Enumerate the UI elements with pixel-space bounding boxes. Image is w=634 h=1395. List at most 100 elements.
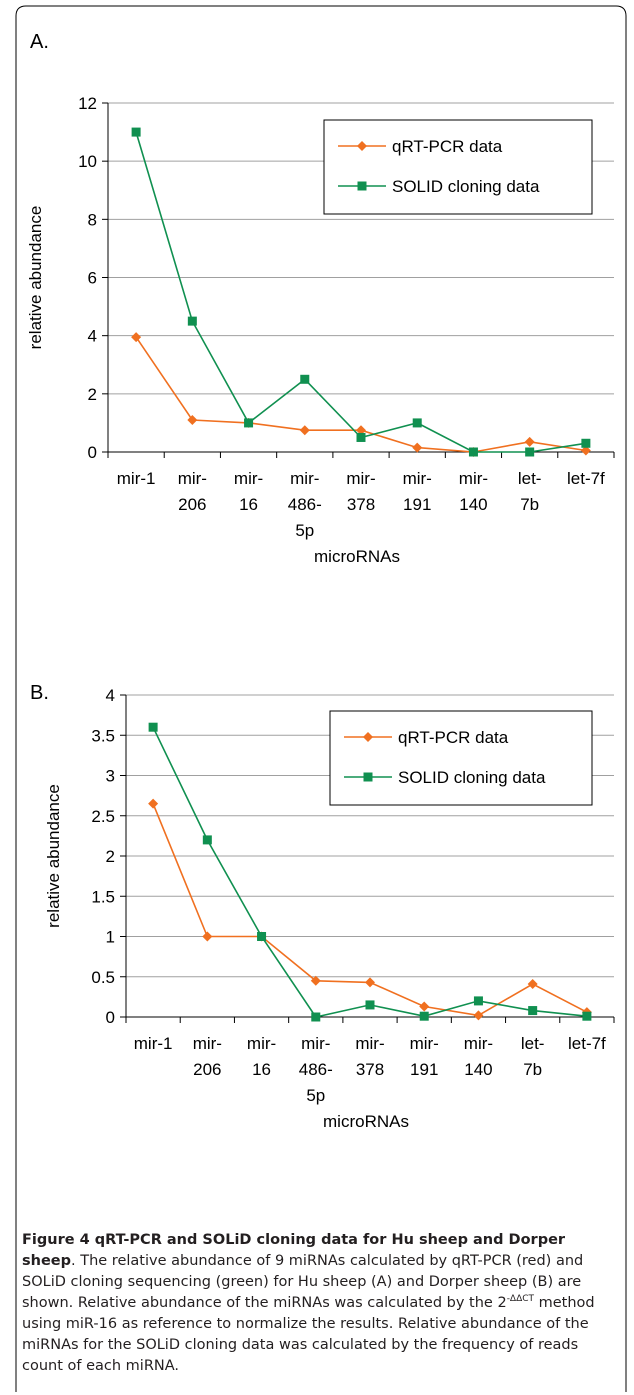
x-tick-label: 140 [464,1060,492,1079]
x-tick-label: 378 [347,495,375,514]
data-point [524,436,535,447]
x-tick-label: mir- [290,469,319,488]
legend-label: SOLID cloning data [398,768,546,787]
legend-marker [357,141,367,151]
x-tick-label: mir-1 [117,469,156,488]
legend-label: SOLID cloning data [392,177,540,196]
x-tick-label: mir- [464,1034,493,1053]
data-point [412,442,423,453]
x-tick-label: 206 [178,495,206,514]
legend-marker [357,181,367,191]
data-point [131,127,141,137]
y-tick-label: 4 [88,327,97,346]
x-tick-label: 140 [459,495,487,514]
y-axis-label: relative abundance [44,784,63,928]
data-point [187,316,197,326]
x-tick-label: mir- [193,1034,222,1053]
y-tick-label: 3.5 [91,726,115,745]
y-tick-label: 8 [88,210,97,229]
data-point [148,722,158,732]
data-point [311,1012,321,1022]
y-tick-label: 6 [88,269,97,288]
x-axis-label: microRNAs [323,1112,409,1131]
chart-panel-b: B. 0 0.5 1 1.5 2 2.5 3 3.5 4 mir-1 mir- 206 mir- 16 mir… [30,682,615,1131]
data-point [582,1011,592,1021]
x-tick-label: mir- [346,469,375,488]
x-tick-label: 7b [520,495,539,514]
x-tick-label: 206 [193,1060,221,1079]
y-tick-label: 3 [106,767,115,786]
x-tick-label: let-7f [567,469,605,488]
data-point [356,425,366,436]
x-tick-label: mir- [301,1034,330,1053]
y-tick-label: 0 [88,443,97,462]
data-point [525,447,535,457]
x-tick-label: let- [518,469,542,488]
data-point [187,415,198,426]
data-point [365,977,375,988]
data-point [419,1001,430,1012]
x-tick-label: 16 [239,495,258,514]
x-tick-label: let- [521,1034,545,1053]
data-point [468,447,478,457]
panel-label: A. [30,31,49,53]
x-tick-label: 378 [356,1060,384,1079]
x-tick-label: mir- [178,469,207,488]
legend-marker [363,772,373,782]
x-tick-label: 486- [299,1060,333,1079]
data-point [580,445,591,456]
x-tick-label: mir- [410,1034,439,1053]
x-tick-label: 7b [523,1060,542,1079]
data-point [244,418,254,428]
y-tick-label: 0.5 [91,968,115,987]
x-tick-label: 16 [252,1060,271,1079]
y-tick-label: 12 [78,94,97,113]
legend-label: qRT-PCR data [398,728,509,747]
x-tick-label: 486- [288,495,322,514]
data-point [148,798,159,809]
data-point [365,1000,375,1010]
data-point [202,931,213,942]
y-tick-label: 1.5 [91,887,115,906]
y-tick-label: 10 [78,152,97,171]
y-tick-label: 0 [106,1008,115,1027]
x-tick-label: mir- [234,469,263,488]
figure-caption: Figure 4 qRT-PCR and SOLiD cloning data … [22,1230,612,1377]
data-point [473,1010,484,1021]
y-tick-label: 1 [106,928,115,947]
data-point [202,835,212,845]
x-tick-label: mir- [403,469,432,488]
x-tick-label: 5p [295,521,314,540]
x-tick-label: let-7f [568,1034,606,1053]
y-axis-label: relative abundance [26,206,45,350]
x-tick-label: mir-1 [134,1034,173,1053]
x-tick-label: mir- [459,469,488,488]
data-point [419,1011,429,1021]
x-tick-label: mir- [355,1034,384,1053]
data-point [300,374,310,384]
data-point [527,978,538,989]
legend-marker [363,732,373,742]
data-point [473,996,483,1006]
y-tick-label: 2 [88,385,97,404]
x-tick-label: 5p [306,1086,325,1105]
x-tick-label: 191 [410,1060,438,1079]
figure-border [15,5,627,1392]
data-point [581,438,591,448]
x-tick-label: 191 [403,495,431,514]
data-point [528,1006,538,1016]
legend-box [329,710,593,806]
data-point [412,418,422,428]
panel-label: B. [30,682,49,704]
legend-box [323,119,593,215]
caption-superscript: -ΔΔCT [506,1294,535,1305]
caption-text-2: method using miR-16 as reference to norm… [22,1295,595,1374]
x-axis-label: microRNAs [314,547,400,566]
data-point [356,432,366,442]
data-point [299,425,310,436]
legend-label: qRT-PCR data [392,137,503,156]
caption-text-1: . The relative abundance of 9 miRNAs cal… [22,1253,584,1311]
data-point [257,932,267,941]
